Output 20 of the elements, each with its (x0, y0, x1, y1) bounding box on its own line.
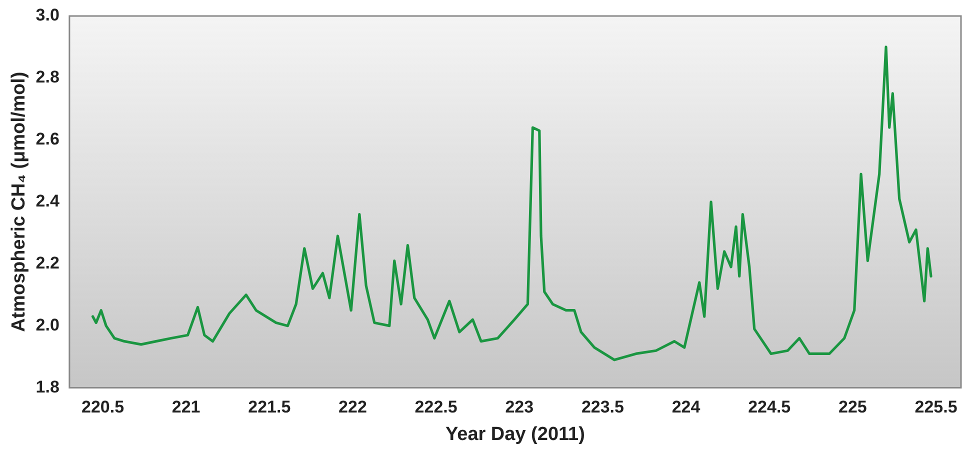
x-tick-label: 221 (172, 398, 200, 417)
y-tick-label: 2.4 (36, 192, 60, 211)
x-tick-label: 225.5 (914, 398, 958, 417)
x-tick-label: 224.5 (748, 398, 791, 417)
y-tick-label: 3.0 (36, 6, 60, 25)
y-tick-label: 1.8 (36, 377, 60, 396)
x-tick-label: 225 (838, 398, 867, 417)
x-tick-label: 222 (338, 398, 367, 417)
x-tick-label: 220.5 (81, 398, 124, 417)
x-tick-label: 221.5 (248, 398, 291, 417)
x-tick-label: 224 (672, 398, 701, 417)
x-axis-title: Year Day (2011) (445, 424, 585, 445)
x-tick-label: 223 (505, 398, 534, 417)
y-tick-label: 2.6 (36, 130, 60, 149)
y-tick-label: 2.2 (36, 254, 60, 273)
x-tick-label: 223.5 (581, 398, 624, 417)
y-tick-label: 2.8 (36, 68, 60, 87)
y-axis-title: Atmospheric CH₄ (μmol/mol) (8, 72, 30, 332)
y-tick-label: 2.0 (36, 316, 60, 335)
x-tick-label: 222.5 (414, 398, 458, 417)
